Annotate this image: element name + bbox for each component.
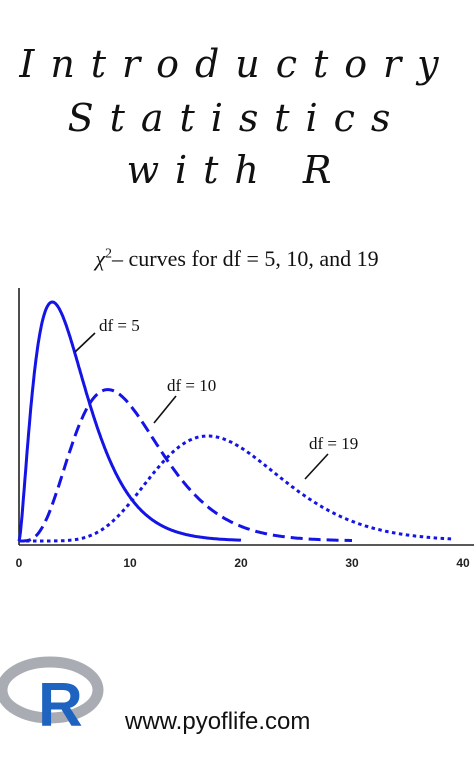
chi-square-chart: 0 10 20 30 40 df = 5 df = 10 df = 19	[16, 288, 474, 570]
label-leader-line	[74, 332, 96, 353]
curve-label-df-19: df = 19	[309, 434, 358, 453]
r-logo-ring	[0, 656, 104, 724]
label-leader-line	[304, 453, 329, 480]
curve-df-10	[19, 388, 352, 543]
r-logo: R	[0, 656, 104, 738]
label-leader-line	[153, 395, 177, 424]
r-logo-letter: R	[38, 671, 83, 738]
chart-title-text: – curves for df = 5, 10, and 19	[112, 246, 379, 271]
curve-label-df-10: df = 10	[167, 376, 216, 395]
book-title-line-2: Statistics	[67, 96, 407, 140]
chart-title: χ2– curves for df = 5, 10, and 19	[0, 246, 474, 272]
curve-df-19	[19, 434, 453, 543]
x-tick-label: 0	[16, 556, 23, 570]
chart-title-symbol: χ	[95, 246, 106, 271]
x-tick-label: 20	[234, 556, 248, 570]
chart-title-superscript: 2	[105, 246, 113, 262]
website-link[interactable]: www.pyoflife.com	[125, 708, 311, 735]
x-tick-label: 10	[123, 556, 137, 570]
book-title-line-1: Introductory	[19, 42, 455, 86]
x-tick-label: 30	[345, 556, 359, 570]
book-title-line-3: with R	[126, 148, 348, 192]
curve-label-df-5: df = 5	[99, 316, 140, 335]
curve-df-5	[17, 300, 242, 542]
x-tick-label: 40	[456, 556, 470, 570]
